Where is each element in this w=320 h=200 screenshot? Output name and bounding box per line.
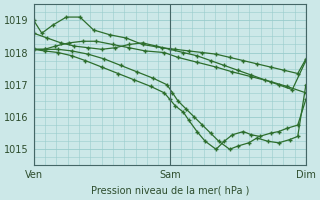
X-axis label: Pression niveau de la mer( hPa ): Pression niveau de la mer( hPa ) bbox=[91, 186, 249, 196]
